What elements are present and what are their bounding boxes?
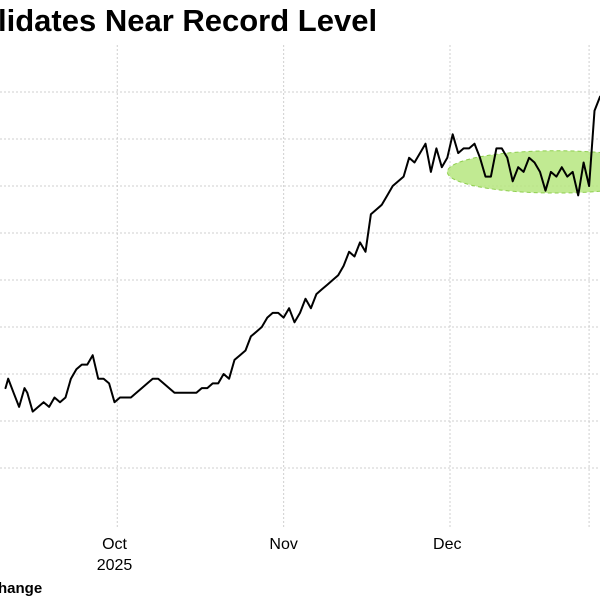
grid [0, 45, 600, 528]
price-line [4, 95, 600, 413]
chart-title: lidates Near Record Level [0, 3, 377, 38]
source-label: hange [0, 580, 42, 597]
x-axis: Oct2025NovDecJan202 [97, 536, 462, 574]
x-tick-label: Nov [269, 536, 297, 553]
x-tick-label: Dec [433, 536, 461, 553]
x-tick-label: Oct [102, 536, 127, 553]
x-year-label: 2025 [97, 557, 133, 574]
